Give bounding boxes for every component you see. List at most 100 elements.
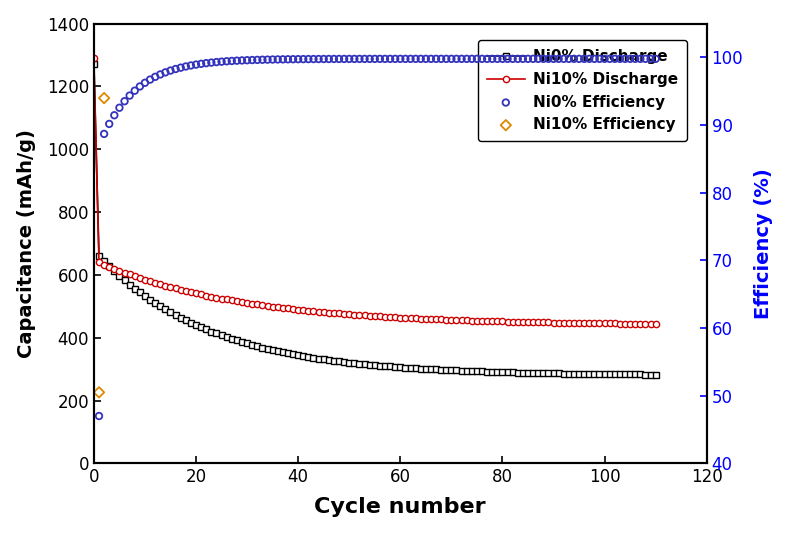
Ni0% Efficiency <box>588 54 600 63</box>
Ni0% Efficiency <box>200 59 213 67</box>
Ni0% Discharge <box>232 337 242 344</box>
Ni0% Efficiency <box>583 54 596 63</box>
Ni0% Efficiency <box>501 54 514 63</box>
Ni0% Efficiency <box>604 54 616 63</box>
Ni0% Efficiency <box>461 54 473 63</box>
Ni0% Efficiency <box>241 56 254 65</box>
Ni0% Efficiency <box>435 54 447 63</box>
Ni0% Efficiency <box>312 55 325 64</box>
Ni0% Efficiency <box>190 60 202 69</box>
Ni0% Discharge <box>350 360 359 366</box>
Y-axis label: Efficiency (%): Efficiency (%) <box>754 168 773 319</box>
Ni0% Efficiency <box>98 130 111 138</box>
Ni0% Efficiency <box>118 97 131 106</box>
Ni0% Efficiency <box>415 54 427 63</box>
Ni0% Efficiency <box>465 54 478 63</box>
Ni0% Efficiency <box>577 54 590 63</box>
Ni0% Efficiency <box>113 104 126 112</box>
Ni10% Discharge <box>630 320 640 327</box>
Ni0% Efficiency <box>425 54 438 63</box>
Ni0% Efficiency <box>384 54 397 63</box>
Line: Ni0% Discharge: Ni0% Discharge <box>91 61 659 378</box>
Ni0% Efficiency <box>368 54 381 63</box>
Ni0% Efficiency <box>215 57 228 66</box>
Ni10% Discharge <box>299 307 308 313</box>
Ni0% Efficiency <box>261 56 274 64</box>
Ni0% Discharge <box>630 371 640 378</box>
Ni0% Efficiency <box>328 54 340 63</box>
Ni0% Efficiency <box>225 57 238 65</box>
Ni0% Efficiency <box>568 54 581 63</box>
Ni0% Discharge <box>216 332 226 339</box>
Ni0% Efficiency <box>486 54 498 63</box>
Ni0% Efficiency <box>246 56 258 64</box>
Ni0% Efficiency <box>399 54 412 63</box>
Ni0% Efficiency <box>175 64 187 72</box>
Ni0% Efficiency <box>430 54 442 63</box>
Ni0% Efficiency <box>149 73 161 81</box>
Ni0% Efficiency <box>614 54 626 63</box>
Ni0% Efficiency <box>644 54 656 63</box>
Ni0% Efficiency <box>593 54 606 63</box>
Ni10% Discharge <box>216 295 226 302</box>
Ni0% Efficiency <box>353 54 366 63</box>
Ni0% Efficiency <box>419 54 432 63</box>
Ni0% Efficiency <box>552 54 565 63</box>
Ni0% Efficiency <box>287 55 299 64</box>
Ni0% Efficiency <box>634 54 647 63</box>
Ni0% Efficiency <box>471 54 483 63</box>
Ni10% Discharge <box>651 321 660 327</box>
Line: Ni10% Discharge: Ni10% Discharge <box>91 55 659 327</box>
Ni0% Efficiency <box>348 54 361 63</box>
Ni10% Efficiency <box>98 94 111 103</box>
Ni0% Efficiency <box>231 57 243 65</box>
Ni0% Efficiency <box>598 54 611 63</box>
Ni0% Efficiency <box>302 55 314 64</box>
Ni0% Efficiency <box>608 54 621 63</box>
Ni0% Efficiency <box>358 54 371 63</box>
Ni0% Efficiency <box>542 54 555 63</box>
Ni0% Efficiency <box>496 54 509 63</box>
Y-axis label: Capacitance (mAh/g): Capacitance (mAh/g) <box>17 129 36 358</box>
Ni0% Efficiency <box>363 54 376 63</box>
Ni0% Efficiency <box>235 56 248 65</box>
Ni0% Efficiency <box>445 54 457 63</box>
Ni0% Efficiency <box>481 54 494 63</box>
Ni0% Efficiency <box>92 412 105 420</box>
Ni0% Discharge <box>416 365 426 372</box>
Ni0% Efficiency <box>450 54 463 63</box>
Ni0% Efficiency <box>547 54 560 63</box>
Ni0% Efficiency <box>322 54 335 63</box>
Ni0% Efficiency <box>185 61 198 70</box>
Ni0% Efficiency <box>409 54 422 63</box>
Ni0% Efficiency <box>378 54 391 63</box>
Ni0% Efficiency <box>164 66 177 75</box>
Ni0% Efficiency <box>440 54 453 63</box>
Ni0% Efficiency <box>159 68 171 77</box>
Ni10% Discharge <box>232 298 242 304</box>
Ni0% Efficiency <box>144 75 156 84</box>
Ni0% Efficiency <box>338 54 351 63</box>
Ni0% Efficiency <box>129 87 141 95</box>
Ni0% Efficiency <box>292 55 304 64</box>
Ni10% Discharge <box>89 55 99 61</box>
Ni0% Efficiency <box>256 56 269 64</box>
Ni0% Efficiency <box>138 78 151 87</box>
Ni0% Efficiency <box>276 55 289 64</box>
Legend: Ni0% Discharge, Ni10% Discharge, Ni0% Efficiency, Ni10% Efficiency: Ni0% Discharge, Ni10% Discharge, Ni0% Ef… <box>477 40 687 142</box>
X-axis label: Cycle number: Cycle number <box>314 497 486 517</box>
Ni0% Efficiency <box>210 58 223 66</box>
Ni0% Efficiency <box>511 54 524 63</box>
Ni0% Efficiency <box>629 54 641 63</box>
Ni0% Efficiency <box>455 54 468 63</box>
Ni0% Discharge <box>651 371 660 378</box>
Ni0% Efficiency <box>389 54 401 63</box>
Ni0% Efficiency <box>374 54 386 63</box>
Ni0% Efficiency <box>532 54 544 63</box>
Ni0% Efficiency <box>476 54 488 63</box>
Ni0% Efficiency <box>272 55 284 64</box>
Ni0% Efficiency <box>537 54 550 63</box>
Ni0% Discharge <box>299 353 308 359</box>
Ni10% Discharge <box>416 316 426 322</box>
Ni0% Efficiency <box>343 54 356 63</box>
